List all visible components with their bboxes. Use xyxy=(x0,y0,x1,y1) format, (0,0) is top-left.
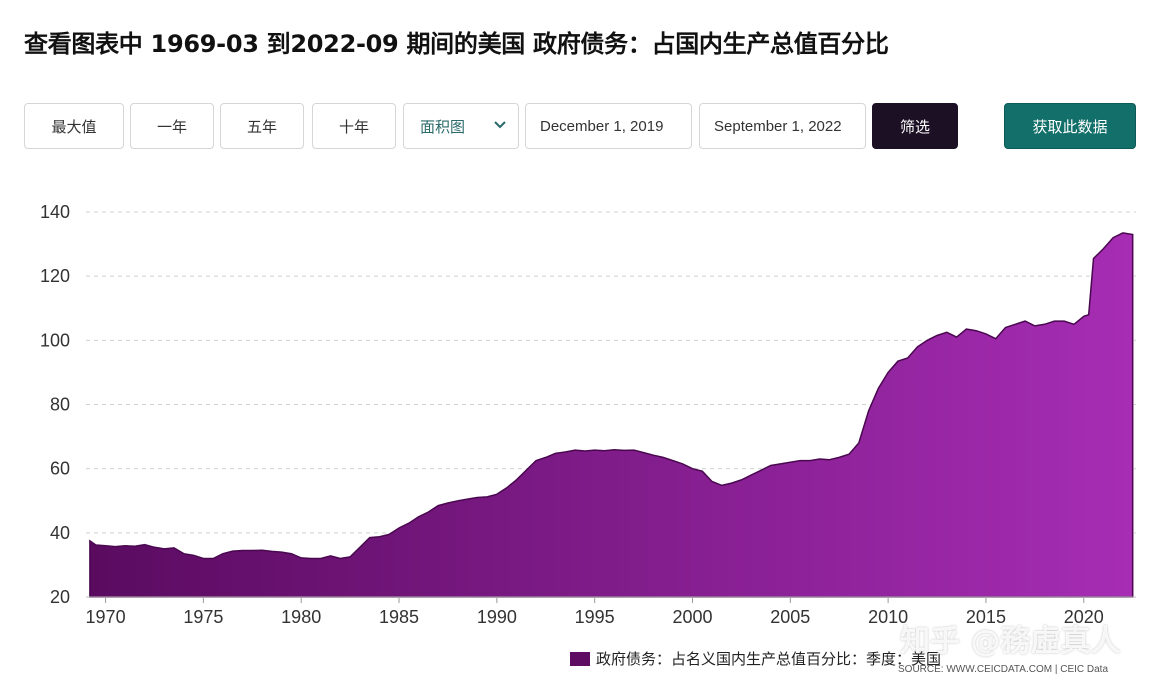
x-tick-label: 2000 xyxy=(672,607,712,627)
watermark: 知乎 @務虛真人 xyxy=(900,624,1121,659)
x-tick-label: 2010 xyxy=(868,607,908,627)
y-tick-label: 80 xyxy=(50,395,70,415)
x-tick-label: 1980 xyxy=(281,607,321,627)
x-tick-label: 2005 xyxy=(770,607,810,627)
max-range-button[interactable]: 最大值 xyxy=(24,103,124,149)
one-year-button[interactable]: 一年 xyxy=(130,103,214,149)
x-tick-label: 2015 xyxy=(966,607,1006,627)
x-tick-label: 1975 xyxy=(183,607,223,627)
start-date-input[interactable]: December 1, 2019 xyxy=(525,103,692,149)
legend: 政府债务：占名义国内生产总值百分比：季度：美国 xyxy=(570,648,941,669)
y-tick-label: 140 xyxy=(40,202,70,222)
x-tick-label: 1995 xyxy=(575,607,615,627)
end-date-input[interactable]: September 1, 2022 xyxy=(699,103,866,149)
area-series xyxy=(89,232,1134,598)
five-year-button[interactable]: 五年 xyxy=(220,103,304,149)
y-tick-label: 20 xyxy=(50,587,70,607)
y-tick-label: 60 xyxy=(50,459,70,479)
plot-area xyxy=(89,232,1134,598)
y-tick-label: 120 xyxy=(40,266,70,286)
chevron-down-icon xyxy=(494,121,506,129)
legend-swatch xyxy=(570,651,590,666)
y-tick-label: 40 xyxy=(50,523,70,543)
x-tick-label: 2020 xyxy=(1064,607,1104,627)
chart-type-select[interactable]: 面积图 xyxy=(403,103,519,149)
legend-label: 政府债务：占名义国内生产总值百分比：季度：美国 xyxy=(596,650,942,668)
y-axis: 20 40 60 80 100 120 140 xyxy=(40,202,70,607)
chart-type-label: 面积图 xyxy=(420,117,466,136)
toolbar: 最大值 一年 五年 十年 面积图 December 1, 2019 Septem… xyxy=(0,0,1170,160)
source-note: SOURCE: WWW.CEICDATA.COM | CEIC Data xyxy=(898,664,1109,675)
x-axis: 1970 1975 1980 1985 1990 1995 2000 2005 2010 2015… xyxy=(86,596,1136,627)
x-tick-label: 1970 xyxy=(86,607,126,627)
x-tick-label: 1990 xyxy=(477,607,517,627)
page-title: 查看图表中 1969-03 到2022-09 期间的美国 政府债务：占国内生产总… xyxy=(24,30,889,58)
filter-button[interactable]: 筛选 xyxy=(872,103,958,149)
x-tick-label: 1985 xyxy=(379,607,419,627)
fetch-data-button[interactable]: 获取此数据 xyxy=(1004,103,1136,149)
y-tick-label: 100 xyxy=(40,330,70,350)
ten-year-button[interactable]: 十年 xyxy=(312,103,396,149)
